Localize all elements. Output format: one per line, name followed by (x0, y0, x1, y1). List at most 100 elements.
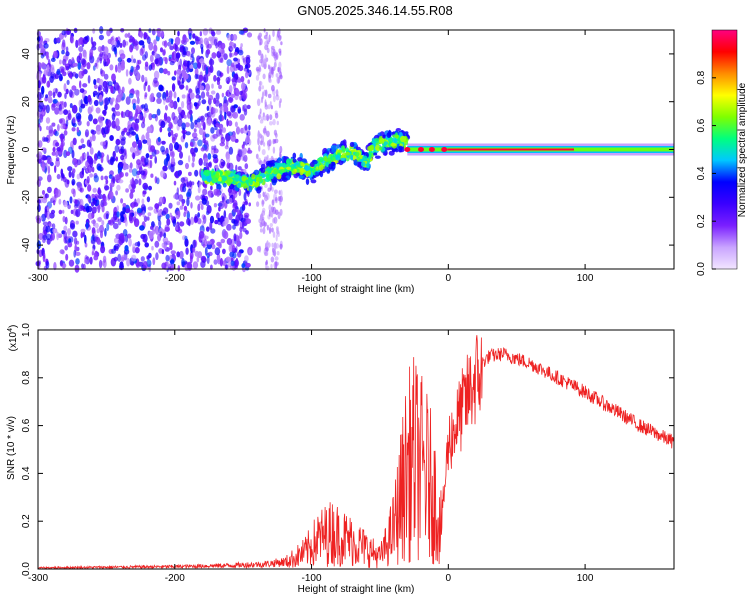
noise-blob (67, 228, 71, 236)
y-tick-label: 1.0 (21, 323, 32, 337)
noise-blob (189, 141, 194, 147)
noise-blob (180, 177, 186, 183)
noise-blob (158, 196, 164, 205)
noise-blob (245, 262, 251, 268)
noise-blob (128, 77, 132, 85)
signal-blob (204, 169, 210, 177)
noise-blob (97, 115, 104, 124)
noise-blob (100, 245, 106, 254)
noise-blob (123, 127, 128, 133)
noise-blob (157, 211, 161, 216)
noise-blob (95, 107, 101, 114)
signal-blob (336, 144, 340, 149)
noise-blob (174, 142, 179, 151)
noise-blob (200, 43, 204, 50)
faint-noise-blob (270, 105, 273, 110)
noise-blob (63, 83, 67, 92)
noise-blob (241, 82, 246, 91)
noise-blob (220, 238, 226, 244)
noise-blob (167, 70, 171, 76)
faint-noise-blob (275, 234, 278, 242)
noise-blob (170, 263, 175, 271)
noise-blob (127, 32, 131, 39)
noise-blob (110, 85, 114, 94)
faint-noise-blob (279, 98, 282, 103)
noise-blob (207, 251, 213, 257)
signal-blob (323, 155, 328, 162)
noise-blob (156, 27, 162, 34)
faint-noise-blob (278, 48, 282, 54)
noise-blob (55, 150, 59, 158)
noise-blob (168, 90, 173, 99)
noise-blob (241, 263, 246, 269)
faint-noise-blob (257, 49, 262, 56)
noise-blob (89, 48, 94, 58)
noise-blob (113, 223, 119, 230)
noise-blob (58, 198, 62, 205)
snr-series-line (37, 335, 675, 570)
signal-blob (319, 164, 324, 171)
noise-blob (68, 238, 72, 243)
noise-blob (120, 138, 126, 146)
noise-blob (117, 253, 122, 262)
signal-blob (301, 159, 307, 163)
noise-blob (53, 50, 58, 59)
faint-noise-blob (273, 216, 278, 224)
noise-blob (232, 78, 237, 87)
signal-blob (282, 177, 288, 183)
noise-blob (184, 235, 188, 241)
noise-blob (177, 96, 180, 103)
noise-blob (206, 48, 211, 55)
noise-blob (106, 222, 110, 232)
faint-noise-blob (274, 112, 279, 119)
signal-blob (304, 165, 311, 171)
faint-noise-blob (277, 232, 280, 238)
faint-noise-blob (276, 30, 280, 38)
noise-blob (36, 73, 41, 81)
noise-blob (177, 210, 181, 218)
noise-blob (154, 156, 157, 164)
noise-blob (143, 82, 146, 92)
noise-blob (201, 197, 207, 205)
noise-blob (98, 53, 103, 62)
noise-blob (213, 188, 219, 196)
noise-blob (174, 133, 179, 138)
noise-blob (115, 118, 120, 127)
noise-blob (136, 262, 140, 268)
signal-blob (395, 134, 399, 139)
spectrogram-x-label: Height of straight line (km) (298, 284, 415, 295)
noise-blob (131, 168, 138, 177)
faint-noise-blob (279, 189, 283, 197)
noise-blob (238, 49, 244, 56)
signal-blob (283, 155, 287, 163)
noise-blob (88, 113, 93, 122)
noise-blob (118, 179, 124, 184)
signal-blob (276, 173, 282, 180)
y-tick-label: 0.8 (21, 370, 32, 384)
noise-blob (228, 162, 234, 172)
noise-blob (239, 231, 243, 239)
noise-blob (230, 260, 235, 267)
noise-blob (230, 105, 235, 113)
noise-blob (148, 28, 152, 33)
noise-blob (168, 202, 173, 209)
noise-blob (124, 219, 128, 227)
noise-blob (87, 94, 91, 103)
faint-noise-blob (274, 58, 277, 64)
spectrogram-x-ticks: -300 -200 -100 0 100 (28, 30, 594, 284)
signal-blob (256, 176, 260, 184)
noise-blob (223, 230, 229, 240)
signal-blob (378, 146, 383, 150)
noise-blob (102, 255, 107, 263)
faint-noise-blob (266, 130, 270, 137)
noise-blob (235, 64, 239, 69)
noise-blob (140, 170, 146, 176)
signal-blob (279, 169, 286, 173)
noise-blob (115, 37, 119, 42)
noise-blob (171, 83, 176, 92)
noise-blob (240, 43, 243, 48)
noise-blob (162, 91, 167, 101)
noise-blob (198, 200, 203, 206)
noise-blob (177, 80, 181, 86)
noise-blob (36, 178, 42, 187)
